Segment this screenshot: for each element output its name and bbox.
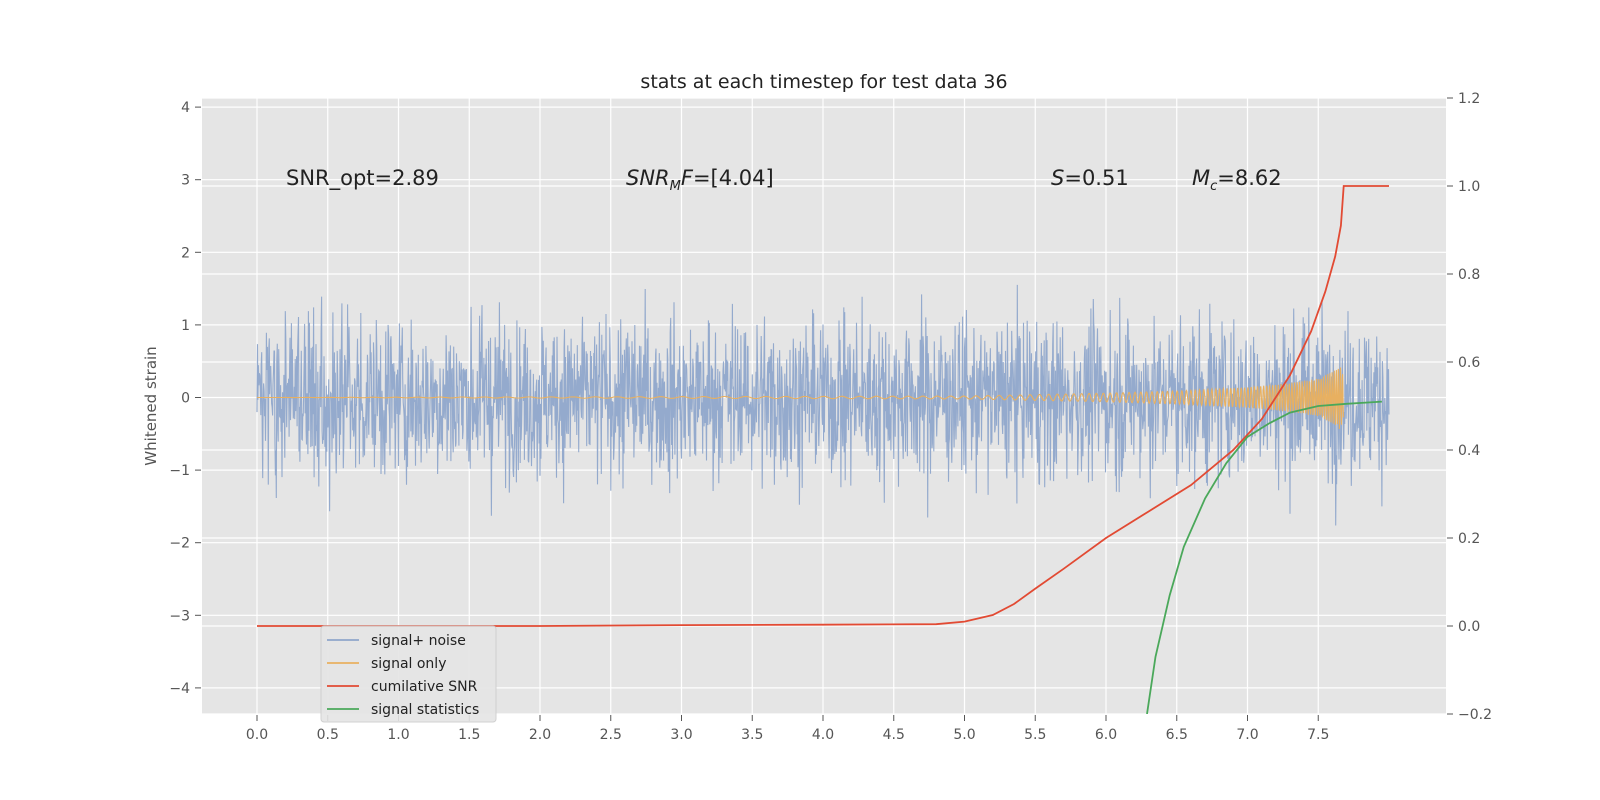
series-layer (256, 185, 1390, 714)
series-signal-only (257, 367, 1345, 429)
annotations: SNR_opt=2.89 SNRMF=[4.04] S=0.51 Mc=8.62 (286, 166, 1282, 194)
legend: signal+ noise signal only cumilative SNR si… (320, 625, 497, 723)
y-tick-label: −3 (169, 608, 190, 624)
annotation-snr-opt: SNR_opt=2.89 (286, 166, 439, 191)
legend-label: signal statistics (371, 702, 479, 718)
x-tick-label: 0.0 (246, 727, 268, 743)
x-tick-label: 6.0 (1095, 727, 1117, 743)
legend-label: signal+ noise (371, 633, 466, 649)
x-tick-label: 4.0 (812, 727, 834, 743)
x-tick-label: 0.5 (317, 727, 339, 743)
y-axis: 4 3 2 1 0 −1 −2 −3 −4 (169, 100, 201, 697)
x-tick-label: 1.0 (387, 727, 409, 743)
y2-tick-label: 0.0 (1458, 619, 1480, 635)
y-tick-label: 0 (181, 391, 190, 407)
y-tick-label: −1 (169, 463, 190, 479)
annotation-s: S=0.51 (1051, 166, 1129, 190)
y2-axis: 1.2 1.0 0.8 0.6 0.4 0.2 0.0 −0.2 (1447, 91, 1492, 723)
y2-tick-label: 1.0 (1458, 179, 1480, 195)
y-tick-label: −4 (169, 681, 190, 697)
y-tick-label: 1 (181, 318, 190, 334)
y2-tick-label: 0.8 (1458, 267, 1480, 283)
x-axis: 0.0 0.5 1.0 1.5 2.0 2.5 3.0 3.5 4.0 4.5 5.0 5.5 6.0 6… (246, 715, 1329, 743)
legend-label: signal only (371, 656, 446, 672)
y2-tick-label: −0.2 (1458, 707, 1492, 723)
x-tick-label: 1.5 (458, 727, 480, 743)
x-tick-label: 5.0 (953, 727, 975, 743)
series-signal-statistics (1146, 400, 1382, 714)
x-tick-label: 7.5 (1307, 727, 1329, 743)
y2-tick-label: 0.6 (1458, 355, 1480, 371)
x-tick-label: 3.0 (670, 727, 692, 743)
y-tick-label: 4 (181, 100, 190, 116)
y2-tick-label: 0.2 (1458, 531, 1480, 547)
annotation-mc: Mc=8.62 (1192, 166, 1282, 194)
annotation-snr-mf: SNRMF=[4.04] (626, 166, 774, 194)
x-tick-label: 7.0 (1236, 727, 1258, 743)
y-axis-label: Whitened strain (142, 346, 160, 465)
series-cumulative-snr (257, 185, 1389, 627)
x-tick-label: 5.5 (1024, 727, 1046, 743)
x-tick-label: 3.5 (741, 727, 763, 743)
y-tick-label: 2 (181, 245, 190, 261)
legend-label: cumilative SNR (371, 679, 478, 695)
y-tick-label: −2 (169, 536, 190, 552)
y2-tick-label: 0.4 (1458, 443, 1480, 459)
y2-tick-label: 1.2 (1458, 91, 1480, 107)
y-tick-label: 3 (181, 173, 190, 189)
x-tick-label: 2.5 (600, 727, 622, 743)
x-tick-label: 4.5 (883, 727, 905, 743)
series-signal-noise (256, 284, 1390, 526)
x-tick-label: 6.5 (1166, 727, 1188, 743)
legend-box (320, 625, 497, 723)
chart-title: stats at each timestep for test data 36 (640, 71, 1007, 93)
x-tick-label: 2.0 (529, 727, 551, 743)
